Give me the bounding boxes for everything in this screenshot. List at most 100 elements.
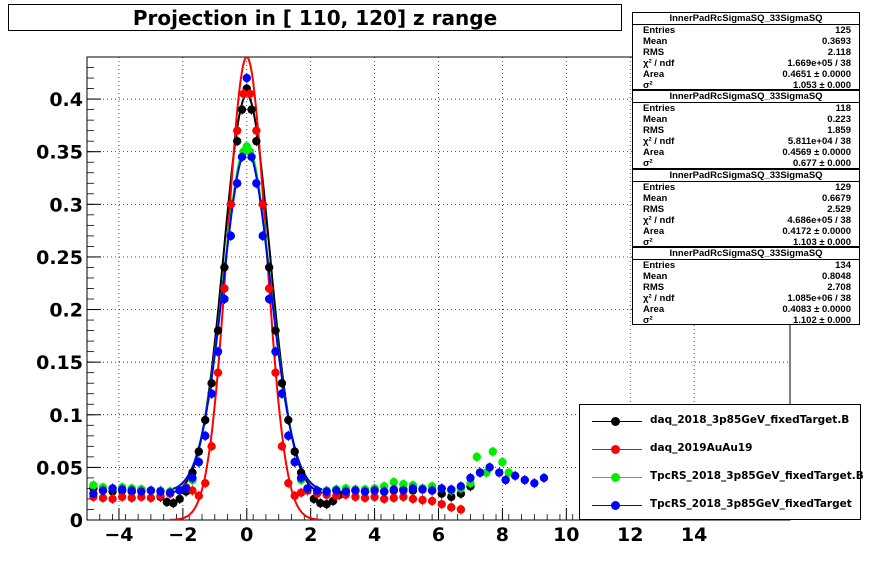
- data-point: [207, 379, 216, 388]
- stats-row-rms: RMS 2.708: [633, 282, 859, 293]
- stats-row-sigma: σ² 1.103 ± 0.000: [633, 237, 859, 248]
- data-point: [232, 136, 242, 146]
- data-point: [165, 488, 175, 497]
- data-point: [389, 477, 398, 487]
- stats-row-sigma: σ² 0.677 ± 0.000: [633, 158, 859, 169]
- data-point: [117, 492, 127, 502]
- stats-row-mean: Mean 0.8048: [633, 271, 859, 282]
- stats-value: 118: [835, 103, 851, 114]
- data-point: [108, 484, 117, 493]
- data-point: [399, 480, 408, 489]
- stats-label: Mean: [643, 114, 668, 125]
- data-point: [303, 484, 312, 493]
- data-point: [220, 263, 229, 272]
- stats-label: χ² / ndf: [643, 58, 675, 69]
- stats-row-chi2: χ² / ndf 1.085e+06 / 38: [633, 293, 859, 304]
- legend-label: TpcRS_2018_3p85GeV_fixedTarget: [650, 498, 852, 510]
- stats-label: Entries: [643, 25, 676, 36]
- data-point: [245, 89, 255, 99]
- data-point: [175, 486, 184, 495]
- stats-value: 129: [835, 182, 851, 193]
- data-point: [316, 498, 325, 508]
- stats-value: 0.6679: [821, 193, 851, 204]
- data-point: [127, 493, 136, 503]
- data-point: [530, 478, 539, 488]
- y-tick-label: 0.2: [49, 300, 83, 322]
- stats-label: Mean: [643, 271, 668, 282]
- data-point: [277, 379, 287, 388]
- data-point: [127, 486, 136, 495]
- legend-marker: [611, 417, 620, 426]
- stats-label: Area: [643, 147, 665, 158]
- stats-label: Area: [643, 304, 665, 315]
- data-point: [322, 487, 331, 496]
- stats-row-sigma: σ² 1.102 ± 0.000: [633, 315, 859, 326]
- legend-item: TpcRS_2018_3p85GeV_fixedTarget.B: [580, 465, 864, 491]
- legend-item: daq_2018_3p85GeV_fixedTarget.B: [580, 409, 860, 435]
- stats-value: 0.677 ± 0.000: [792, 158, 851, 169]
- stats-box: InnerPadRcSigmaSQ_33SigmaSQ Entries 129 Mea…: [632, 169, 860, 248]
- data-point: [207, 389, 216, 398]
- stats-box: InnerPadRcSigmaSQ_33SigmaSQ Entries 118 Mea…: [632, 90, 860, 169]
- stats-row-entries: Entries 134: [633, 260, 859, 271]
- data-point: [437, 500, 446, 509]
- x-tick-label: 2: [304, 524, 317, 546]
- data-point: [284, 415, 293, 425]
- stats-value: 5.811e+04 / 38: [787, 136, 851, 147]
- stats-value: 0.4172 ± 0.0000: [782, 226, 851, 237]
- stats-box-title: InnerPadRcSigmaSQ_33SigmaSQ: [633, 170, 859, 182]
- data-point: [242, 73, 251, 83]
- stats-row-chi2: χ² / ndf 5.811e+04 / 38: [633, 136, 859, 147]
- data-point: [399, 492, 408, 502]
- legend-item: TpcRS_2018_3p85GeV_fixedTarget: [580, 493, 860, 519]
- data-point: [520, 475, 529, 485]
- stats-label: χ² / ndf: [643, 215, 675, 226]
- data-point: [207, 442, 216, 451]
- data-point: [277, 389, 287, 398]
- data-point: [220, 284, 229, 293]
- y-tick-label: 0.25: [36, 247, 83, 269]
- data-point: [201, 415, 210, 425]
- data-point: [252, 126, 261, 135]
- x-tick-label: 10: [553, 524, 579, 546]
- stats-label: Entries: [643, 103, 676, 114]
- data-point: [370, 492, 379, 502]
- stats-label: Mean: [643, 36, 668, 47]
- stats-label: χ² / ndf: [643, 293, 675, 304]
- data-point: [252, 179, 261, 188]
- stats-row-entries: Entries 118: [633, 103, 859, 114]
- data-point: [290, 447, 299, 456]
- stats-value: 0.4651 ± 0.0000: [782, 69, 851, 80]
- data-point: [389, 485, 398, 494]
- data-point: [389, 493, 398, 503]
- stats-label: Entries: [643, 182, 676, 193]
- y-tick-label: 0.05: [36, 457, 83, 479]
- data-point: [277, 442, 287, 451]
- data-point: [475, 468, 485, 477]
- stats-label: σ²: [643, 158, 653, 169]
- stats-value: 1.085e+06 / 38: [787, 293, 851, 304]
- stats-row-chi2: χ² / ndf 1.669e+05 / 38: [633, 58, 859, 69]
- data-point: [501, 475, 510, 485]
- data-point: [284, 431, 293, 441]
- legend-label: TpcRS_2018_3p85GeV_fixedTarget.B: [650, 470, 864, 482]
- data-point: [252, 136, 261, 146]
- data-point: [447, 485, 456, 494]
- data-point: [237, 152, 247, 162]
- x-tick-label: 6: [432, 524, 445, 546]
- stats-box-title: InnerPadRcSigmaSQ_33SigmaSQ: [633, 91, 859, 103]
- data-point: [258, 200, 267, 209]
- data-point: [237, 105, 247, 114]
- data-point: [351, 486, 360, 495]
- data-point: [247, 152, 256, 162]
- x-tick-label: −4: [104, 524, 133, 546]
- x-tick-label: 4: [368, 524, 381, 546]
- data-point: [370, 486, 379, 495]
- data-point: [247, 105, 256, 114]
- data-point: [201, 431, 210, 441]
- data-point: [264, 284, 274, 293]
- stats-label: σ²: [643, 315, 653, 326]
- data-point: [495, 468, 504, 477]
- data-point: [232, 179, 242, 188]
